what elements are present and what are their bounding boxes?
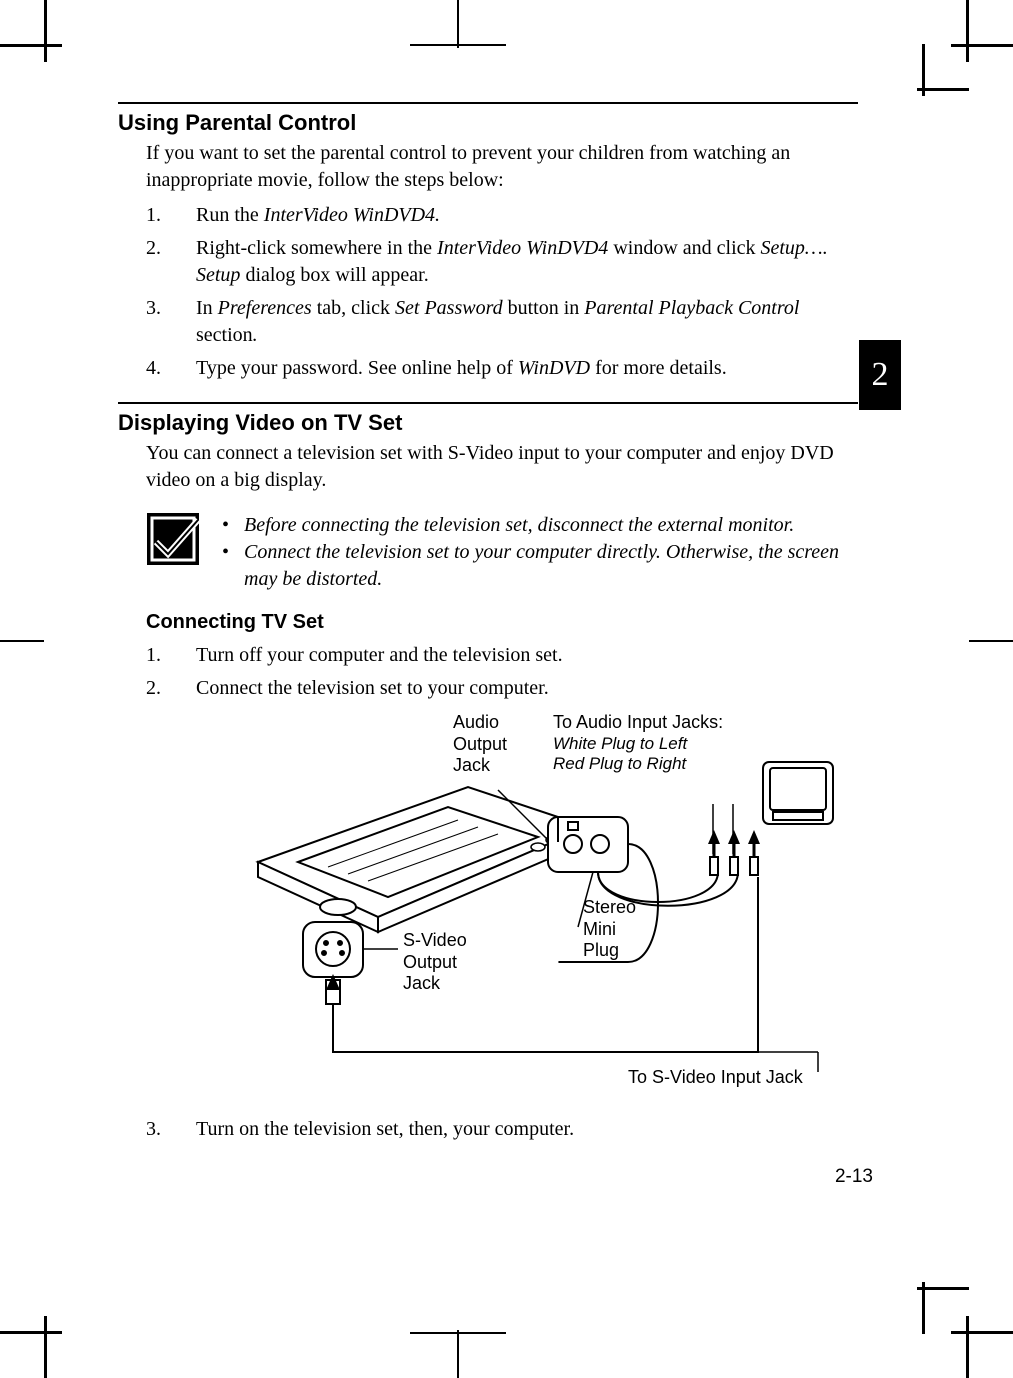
section1-steps: 1. Run the InterVideo WinDVD4. 2. Right-… [146,202,858,382]
divider [118,402,858,404]
crop-mark [951,1331,1013,1334]
chapter-tab: 2 [859,340,901,410]
section2-step3: 3. Turn on the television set, then, you… [146,1116,858,1143]
crop-mark [917,1287,969,1290]
note-block: • Before connecting the television set, … [146,512,858,593]
step-text: Right-click somewhere in the InterVideo … [196,235,858,289]
crop-mark [44,0,47,62]
step-number: 1. [146,202,196,229]
crop-mark [44,1316,47,1378]
label-svideo-output: S-VideoOutputJack [403,930,467,995]
crop-mark [966,0,969,62]
note-item: • Before connecting the television set, … [222,512,858,539]
step-text: Run the InterVideo WinDVD4. [196,202,440,229]
crop-mark [0,640,44,642]
label-stereo-mini: StereoMiniPlug [583,897,636,962]
step-text: Turn on the television set, then, your c… [196,1116,574,1143]
crop-mark [410,44,506,46]
step-item: 3. In Preferences tab, click Set Passwor… [146,295,858,349]
step-number: 4. [146,355,196,382]
step-text: In Preferences tab, click Set Password b… [196,295,858,349]
crop-mark [969,640,1013,642]
connection-diagram: AudioOutputJack To Audio Input Jacks: Wh… [198,712,838,1092]
section1-intro: If you want to set the parental control … [146,140,858,194]
crop-mark [0,1331,62,1334]
step-number: 3. [146,295,196,349]
step-item: 4. Type your password. See online help o… [146,355,858,382]
note-text: Connect the television set to your compu… [244,539,858,593]
section-heading-tv: Displaying Video on TV Set [118,410,858,436]
crop-mark [917,88,969,91]
subsection-heading: Connecting TV Set [146,611,858,634]
label-to-svideo: To S-Video Input Jack [628,1067,803,1089]
page-content: Using Parental Control If you want to se… [118,90,858,1149]
page-number: 2-13 [835,1166,873,1188]
crop-mark [457,1330,459,1378]
step-item: 2. Connect the television set to your co… [146,675,858,702]
note-list: • Before connecting the television set, … [222,512,858,593]
crop-mark [457,0,459,48]
step-text: Connect the television set to your compu… [196,675,549,702]
step-item: 1. Turn off your computer and the televi… [146,642,858,669]
step-number: 2. [146,675,196,702]
divider [118,102,858,104]
step-number: 3. [146,1116,196,1143]
bullet-icon: • [222,539,244,593]
checkmark-note-icon [146,512,200,566]
step-number: 1. [146,642,196,669]
step-item: 3. Turn on the television set, then, you… [146,1116,858,1143]
section2-intro: You can connect a television set with S-… [146,440,858,494]
crop-mark [0,44,62,47]
step-text: Turn off your computer and the televisio… [196,642,563,669]
chapter-number: 2 [872,356,889,394]
note-text: Before connecting the television set, di… [244,512,794,539]
step-text: Type your password. See online help of W… [196,355,727,382]
section-heading-parental: Using Parental Control [118,110,858,136]
step-item: 1. Run the InterVideo WinDVD4. [146,202,858,229]
bullet-icon: • [222,512,244,539]
note-item: • Connect the television set to your com… [222,539,858,593]
step-item: 2. Right-click somewhere in the InterVid… [146,235,858,289]
label-to-audio: To Audio Input Jacks: White Plug to Left… [553,712,723,774]
crop-mark [966,1316,969,1378]
section2-steps: 1. Turn off your computer and the televi… [146,642,858,702]
crop-mark [410,1332,506,1334]
crop-mark [951,44,1013,47]
step-number: 2. [146,235,196,289]
label-audio-output: AudioOutputJack [453,712,507,777]
